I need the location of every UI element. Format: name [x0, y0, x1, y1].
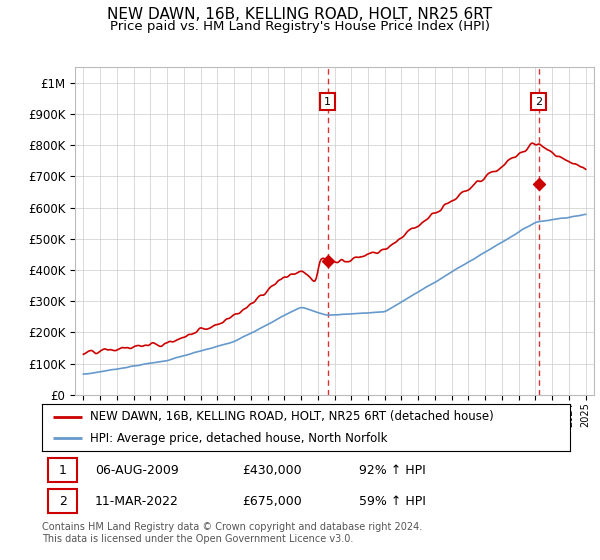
Text: 1: 1: [325, 96, 331, 106]
Text: NEW DAWN, 16B, KELLING ROAD, HOLT, NR25 6RT (detached house): NEW DAWN, 16B, KELLING ROAD, HOLT, NR25 …: [89, 410, 493, 423]
FancyBboxPatch shape: [49, 459, 77, 482]
Text: 06-AUG-2009: 06-AUG-2009: [95, 464, 179, 477]
Text: NEW DAWN, 16B, KELLING ROAD, HOLT, NR25 6RT: NEW DAWN, 16B, KELLING ROAD, HOLT, NR25 …: [107, 7, 493, 22]
Text: 2: 2: [535, 96, 542, 106]
Text: 2: 2: [59, 494, 67, 507]
Text: 11-MAR-2022: 11-MAR-2022: [95, 494, 179, 507]
Text: Contains HM Land Registry data © Crown copyright and database right 2024.
This d: Contains HM Land Registry data © Crown c…: [42, 522, 422, 544]
Text: 1: 1: [59, 464, 67, 477]
Text: 92% ↑ HPI: 92% ↑ HPI: [359, 464, 425, 477]
Text: Price paid vs. HM Land Registry's House Price Index (HPI): Price paid vs. HM Land Registry's House …: [110, 20, 490, 32]
Text: £430,000: £430,000: [242, 464, 302, 477]
FancyBboxPatch shape: [49, 489, 77, 513]
Text: £675,000: £675,000: [242, 494, 302, 507]
Text: HPI: Average price, detached house, North Norfolk: HPI: Average price, detached house, Nort…: [89, 432, 387, 445]
Text: 59% ↑ HPI: 59% ↑ HPI: [359, 494, 425, 507]
